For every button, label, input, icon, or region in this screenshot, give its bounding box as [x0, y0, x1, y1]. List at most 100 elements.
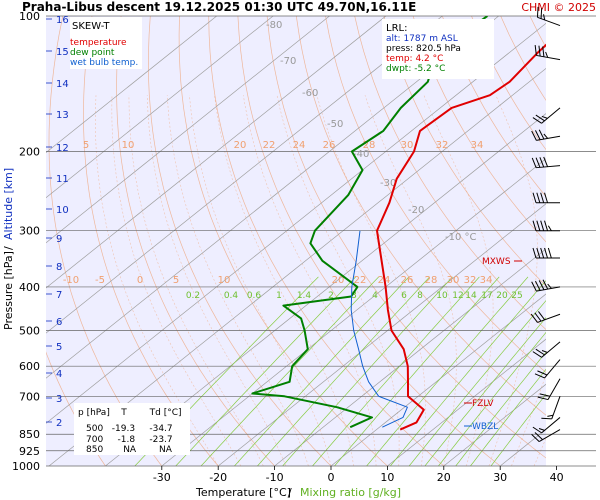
isotherm-label: -60 [302, 88, 318, 99]
moist-adiabat [111, 95, 242, 466]
moist-adiabat [488, 95, 538, 466]
levels-table-header: p [hPa] T Td [°C] [78, 408, 182, 418]
isotherm-label: -40 [353, 149, 369, 160]
x-axis-label-mixing: Mixing ratio [g/kg] [300, 486, 401, 499]
levels-table-row: 850 NA NA [86, 445, 173, 455]
theta-label: 10 [122, 140, 135, 151]
mixing-ratio-line [390, 280, 546, 466]
isotherm [443, 383, 546, 466]
moist-adiabat [95, 95, 219, 466]
mixing-ratio-label: 20 [496, 291, 508, 301]
legend-wet-bulb: wet bulb temp. [70, 58, 138, 68]
wind-barb-flag [545, 51, 549, 58]
wind-barb-flag [534, 45, 537, 56]
isotherm-label: -80 [266, 20, 282, 31]
wind-barb-flag [535, 280, 541, 291]
moist-adiabat [166, 95, 309, 466]
wind-barb-staff [551, 396, 561, 420]
theta-label: 32 [464, 275, 477, 286]
mixing-ratio-label: 25 [511, 291, 522, 301]
mixing-ratio-label: 1.4 [297, 291, 312, 301]
temperature-tick-label: -10 [266, 471, 284, 484]
mixing-ratio-label: 8 [417, 291, 423, 301]
levels-table-box [74, 403, 190, 455]
wind-barb [531, 279, 561, 292]
wbzl-marker: WBZL [472, 422, 498, 432]
moist-adiabat [511, 373, 546, 466]
legend-temperature: temperature [70, 38, 127, 48]
wind-barb-flag [540, 192, 545, 203]
pressure-tick-label: 1000 [12, 460, 40, 473]
dry-adiabat [266, 16, 546, 459]
pressure-tick-label: 500 [19, 325, 40, 338]
lrl-dwpt: dwpt: -5.2 °C [386, 64, 445, 74]
dry-adiabat [412, 16, 546, 243]
mixing-ratio-line [175, 276, 356, 466]
mixing-ratio-line [366, 276, 529, 466]
lrl-box [382, 19, 494, 79]
pressure-tick-label: 850 [19, 428, 40, 441]
pressure-axis: 100 200 300 400 500 600 700 850 925 1000 [12, 10, 40, 473]
fzlv-marker: FZLV [472, 399, 494, 409]
background-lines [46, 16, 600, 466]
theta-label: 20 [332, 275, 345, 286]
theta-label: 24 [293, 140, 306, 151]
pressure-tick-label: 200 [19, 145, 40, 158]
chart-title: Praha-Libus descent 19.12.2025 01:30 UTC… [22, 0, 416, 14]
temperature-profile [376, 43, 546, 431]
mixing-ratio-line [455, 351, 546, 466]
isobars [46, 15, 596, 467]
mixing-ratio-line [424, 317, 546, 466]
dry-adiabat [383, 16, 546, 287]
dry-adiabat [295, 16, 546, 416]
theta-label: 26 [323, 140, 336, 151]
wind-barb-flag [535, 114, 545, 122]
wind-barb-staff [538, 429, 561, 443]
theta-label: 34 [471, 140, 484, 151]
isotherm-label: -10 °C [445, 232, 477, 243]
pressure-tick-label: 300 [19, 225, 40, 238]
wind-barb-flag [538, 45, 541, 57]
wind-barb-flag [538, 428, 545, 431]
temperature-axis: -30 -20 -10 0 10 20 30 40 [153, 466, 564, 484]
isotherm [46, 22, 546, 424]
wind-barb-staff [541, 341, 561, 358]
isotherm [387, 338, 546, 466]
altitude-tick-label: 12 [56, 143, 69, 154]
mixing-ratio-label: 3 [351, 291, 357, 301]
wind-barb [532, 341, 561, 358]
dry-adiabat [208, 16, 445, 466]
mixing-ratio-line [234, 276, 410, 466]
mixing-ratio-label: 0.4 [224, 291, 239, 301]
theta-label: 22 [263, 140, 276, 151]
wind-barb-flag [531, 157, 537, 168]
mixing-ratio-line [438, 331, 546, 466]
wetbulb-profile [350, 230, 408, 428]
legend-box [70, 17, 142, 69]
y-axis-label-sep: / [2, 246, 15, 250]
wind-barb-flag [543, 156, 549, 167]
wind-barb-flag [535, 157, 541, 168]
wind-barb-flag [537, 396, 549, 401]
isotherm [46, 16, 387, 289]
moist-adiabat [243, 95, 377, 466]
temperature-tick-label: 40 [550, 471, 564, 484]
mixing-ratio-label: 0.2 [186, 291, 200, 301]
isotherm-label: -20 [408, 205, 424, 216]
isotherm [557, 16, 600, 466]
pressure-tick-label: 600 [19, 360, 40, 373]
wind-barb-staff [537, 16, 561, 27]
wind-barb [532, 247, 560, 259]
wind-barb-flag [538, 280, 545, 290]
wind-barb-flag [547, 283, 552, 289]
altitude-tick-label: 7 [56, 290, 62, 301]
theta-label: -5 [95, 275, 105, 286]
mixing-ratio-label: 17 [481, 291, 492, 301]
wind-barb [534, 45, 561, 61]
wind-barb-flag [542, 46, 545, 57]
wind-barb-flag [531, 281, 537, 292]
wind-barb-flag [532, 247, 537, 259]
x-axis-label-sep: / [288, 486, 292, 499]
wind-barbs [530, 6, 561, 443]
